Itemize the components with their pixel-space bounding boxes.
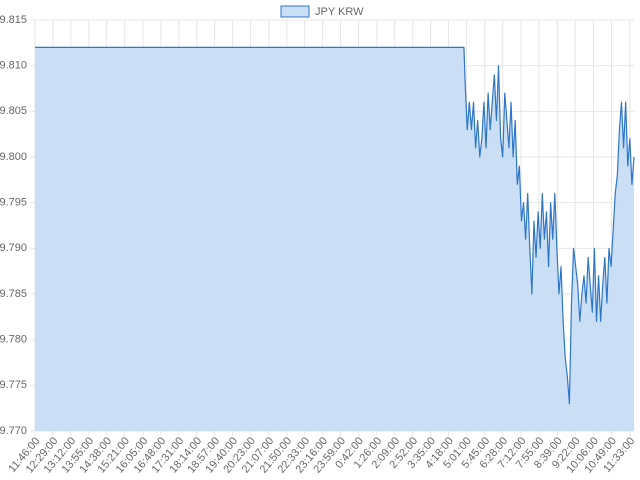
y-tick-label: 9.795 bbox=[0, 197, 27, 209]
area bbox=[35, 47, 634, 432]
y-tick-label: 9.790 bbox=[0, 242, 27, 254]
y-tick-label: 9.770 bbox=[0, 425, 27, 437]
y-tick-label: 9.780 bbox=[0, 334, 27, 346]
y-tick-label: 9.805 bbox=[0, 105, 27, 117]
y-tick-label: 9.810 bbox=[0, 60, 27, 72]
y-tick-label: 9.785 bbox=[0, 288, 27, 300]
y-tick-label: 9.815 bbox=[0, 14, 27, 26]
line bbox=[35, 46, 635, 405]
y-tick-label: 9.800 bbox=[0, 151, 27, 163]
legend-swatch bbox=[280, 5, 310, 18]
y-tick-label: 9.775 bbox=[0, 379, 27, 391]
legend-label: JPY KRW bbox=[315, 6, 364, 18]
legend[interactable]: JPY KRW bbox=[280, 5, 364, 18]
